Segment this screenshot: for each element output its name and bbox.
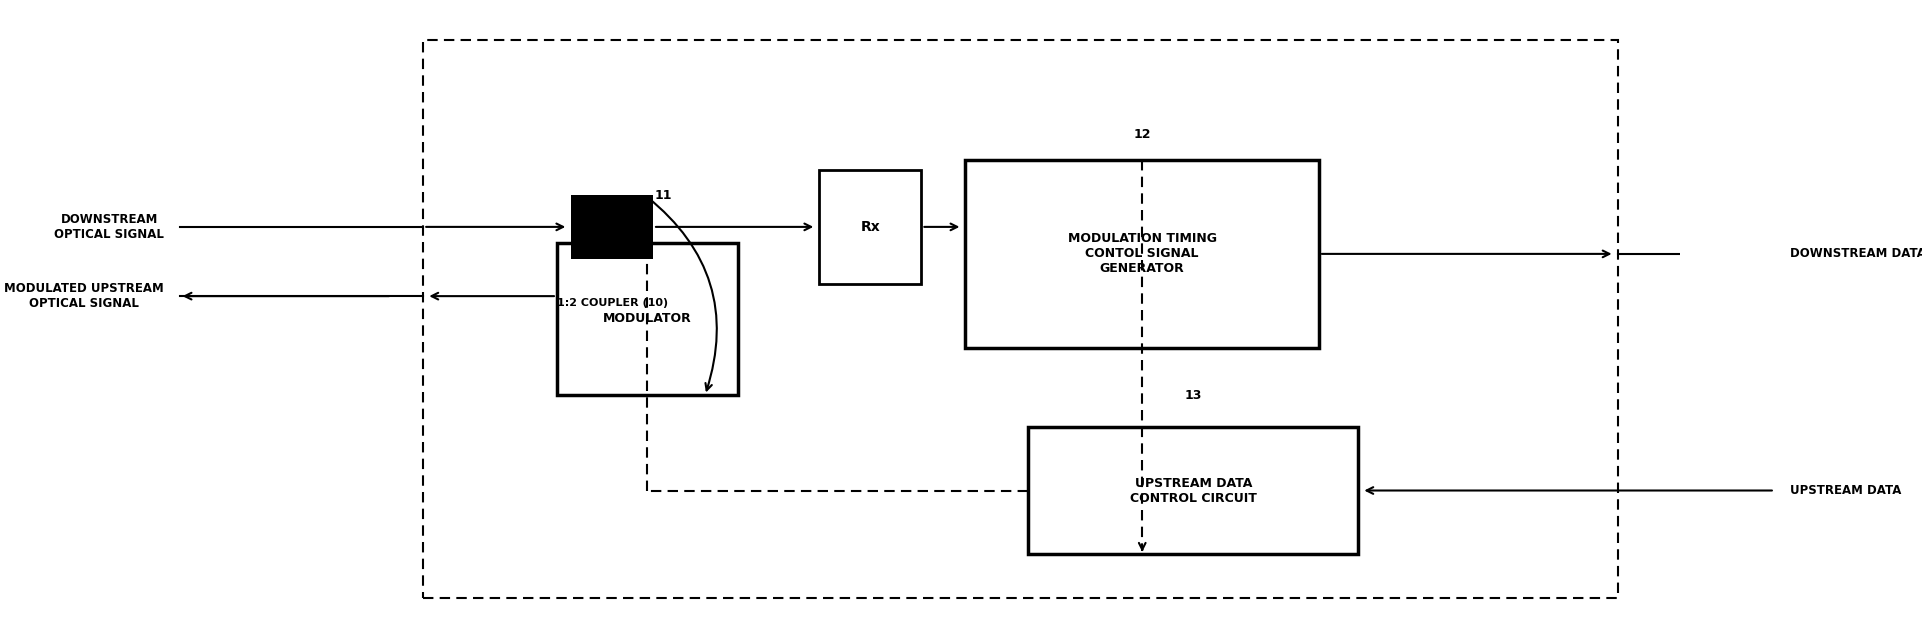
Text: 1:2 COUPLER (10): 1:2 COUPLER (10) [557, 298, 667, 308]
Text: MODULATED UPSTREAM
OPTICAL SIGNAL: MODULATED UPSTREAM OPTICAL SIGNAL [4, 282, 163, 310]
FancyBboxPatch shape [571, 195, 653, 258]
Text: 13: 13 [1184, 389, 1201, 402]
Text: UPSTREAM DATA
CONTROL CIRCUIT: UPSTREAM DATA CONTROL CIRCUIT [1130, 477, 1257, 505]
Text: DOWNSTREAM
OPTICAL SIGNAL: DOWNSTREAM OPTICAL SIGNAL [54, 213, 163, 241]
FancyBboxPatch shape [557, 243, 738, 395]
FancyBboxPatch shape [965, 160, 1318, 348]
Text: MODULATOR: MODULATOR [604, 313, 692, 325]
Text: MODULATION TIMING
CONTOL SIGNAL
GENERATOR: MODULATION TIMING CONTOL SIGNAL GENERATO… [1069, 232, 1217, 276]
Text: DOWNSTREAM DATA: DOWNSTREAM DATA [1791, 248, 1922, 260]
FancyBboxPatch shape [423, 40, 1618, 598]
Text: 11: 11 [653, 189, 671, 202]
Text: UPSTREAM DATA: UPSTREAM DATA [1791, 484, 1903, 497]
FancyBboxPatch shape [819, 170, 921, 284]
FancyBboxPatch shape [1028, 427, 1359, 554]
Text: 12: 12 [1134, 128, 1151, 141]
Text: Rx: Rx [861, 220, 880, 234]
